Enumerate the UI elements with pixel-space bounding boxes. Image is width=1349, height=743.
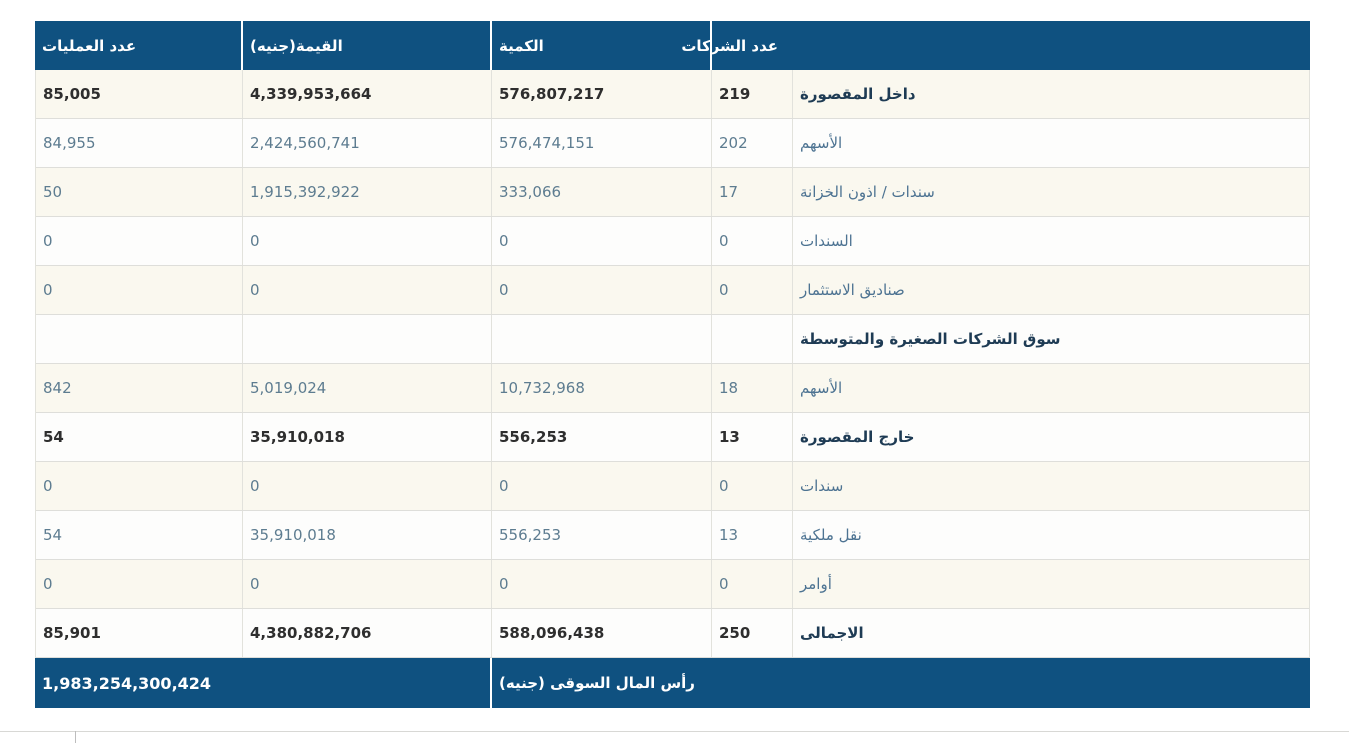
table-row: 842 5,019,024 10,732,968 18 الأسهم (36, 364, 1309, 413)
header-companies-count: عدد الشركات (681, 21, 791, 70)
cell-quantity: 576,807,217 (491, 70, 711, 118)
cell-operations (36, 315, 242, 363)
cell-quantity: 588,096,438 (491, 609, 711, 657)
bottom-divider (0, 731, 1349, 732)
table-row: 85,005 4,339,953,664 576,807,217 219 داخل ال… (36, 70, 1309, 119)
cell-operations: 842 (43, 379, 72, 397)
table-row: 0 0 0 0 أوامر (36, 560, 1309, 609)
cell-value: 0 (242, 217, 491, 265)
cell-operations: 0 (43, 281, 53, 299)
table-body: 85,005 4,339,953,664 576,807,217 219 داخل ال… (35, 70, 1310, 658)
table-header-row: عدد العمليات القيمة(جنيه) الكمية عدد الش… (35, 21, 1310, 70)
table-row: 0 0 0 0 صناديق الاستثمار (36, 266, 1309, 315)
market-cap-value: 1,983,254,300,424 (42, 673, 212, 693)
table-row: 0 0 0 0 سندات (36, 462, 1309, 511)
cell-value (242, 315, 491, 363)
market-summary-table: عدد العمليات القيمة(جنيه) الكمية عدد الش… (35, 21, 1310, 708)
cell-companies: 18 (711, 364, 792, 412)
cell-label: خارج المقصورة (792, 413, 1309, 461)
cell-label: صناديق الاستثمار (792, 266, 1309, 314)
cell-label: الأسهم (792, 364, 1309, 412)
cell-companies: 0 (711, 560, 792, 608)
cell-operations: 0 (43, 232, 53, 250)
cell-operations: 0 (43, 477, 53, 495)
cell-value: 4,380,882,706 (242, 609, 491, 657)
cell-quantity: 0 (491, 462, 711, 510)
cell-companies: 13 (711, 413, 792, 461)
cell-label: سندات (792, 462, 1309, 510)
table-row: 54 35,910,018 556,253 13 نقل ملكية (36, 511, 1309, 560)
cell-companies: 0 (711, 266, 792, 314)
header-quantity: الكمية (490, 21, 710, 70)
cell-quantity (491, 315, 711, 363)
header-operations-count: عدد العمليات (42, 36, 137, 55)
cell-operations: 54 (43, 526, 63, 544)
cell-companies: 13 (711, 511, 792, 559)
cell-quantity: 0 (491, 560, 711, 608)
cell-value: 0 (242, 462, 491, 510)
cell-label: نقل ملكية (792, 511, 1309, 559)
cell-quantity: 0 (491, 217, 711, 265)
cell-value: 1,915,392,922 (242, 168, 491, 216)
table-row: 84,955 2,424,560,741 576,474,151 202 الأسهم (36, 119, 1309, 168)
cell-operations: 50 (43, 183, 63, 201)
cell-label: الاجمالى (792, 609, 1309, 657)
cell-value: 0 (242, 560, 491, 608)
bottom-divider-tick (75, 731, 76, 743)
cell-value: 4,339,953,664 (242, 70, 491, 118)
cell-value: 35,910,018 (242, 511, 491, 559)
table-row: 0 0 0 0 السندات (36, 217, 1309, 266)
cell-label: أوامر (792, 560, 1309, 608)
cell-value: 0 (242, 266, 491, 314)
header-value-egp: القيمة(جنيه) (241, 21, 490, 70)
cell-label: الأسهم (792, 119, 1309, 167)
cell-companies: 219 (711, 70, 792, 118)
cell-quantity: 556,253 (491, 413, 711, 461)
cell-label: السندات (792, 217, 1309, 265)
table-footer-row: 1,983,254,300,424 رأس المال السوقى (جنيه… (35, 658, 1310, 708)
header-category-blank (791, 21, 1310, 70)
cell-operations: 85,901 (43, 624, 101, 642)
cell-value: 2,424,560,741 (242, 119, 491, 167)
cell-label: داخل المقصورة (792, 70, 1309, 118)
cell-quantity: 576,474,151 (491, 119, 711, 167)
cell-quantity: 0 (491, 266, 711, 314)
cell-quantity: 10,732,968 (491, 364, 711, 412)
cell-label: سوق الشركات الصغيرة والمتوسطة (792, 315, 1309, 363)
cell-operations: 85,005 (43, 85, 101, 103)
cell-companies: 17 (711, 168, 792, 216)
cell-quantity: 333,066 (491, 168, 711, 216)
cell-quantity: 556,253 (491, 511, 711, 559)
table-row: 85,901 4,380,882,706 588,096,438 250 الاجمال… (36, 609, 1309, 658)
table-row: سوق الشركات الصغيرة والمتوسطة (36, 315, 1309, 364)
table-row: 50 1,915,392,922 333,066 17 سندات / اذون الخ… (36, 168, 1309, 217)
cell-companies: 0 (711, 217, 792, 265)
cell-companies: 250 (711, 609, 792, 657)
cell-companies: 202 (711, 119, 792, 167)
cell-companies (711, 315, 792, 363)
cell-value: 5,019,024 (242, 364, 491, 412)
cell-operations: 54 (43, 428, 64, 446)
market-cap-label: رأس المال السوقى (جنيه) (490, 658, 1310, 708)
table-row: 54 35,910,018 556,253 13 خارج المقصورة (36, 413, 1309, 462)
cell-value: 35,910,018 (242, 413, 491, 461)
cell-label: سندات / اذون الخزانة (792, 168, 1309, 216)
cell-companies: 0 (711, 462, 792, 510)
cell-operations: 84,955 (43, 134, 96, 152)
cell-operations: 0 (43, 575, 53, 593)
